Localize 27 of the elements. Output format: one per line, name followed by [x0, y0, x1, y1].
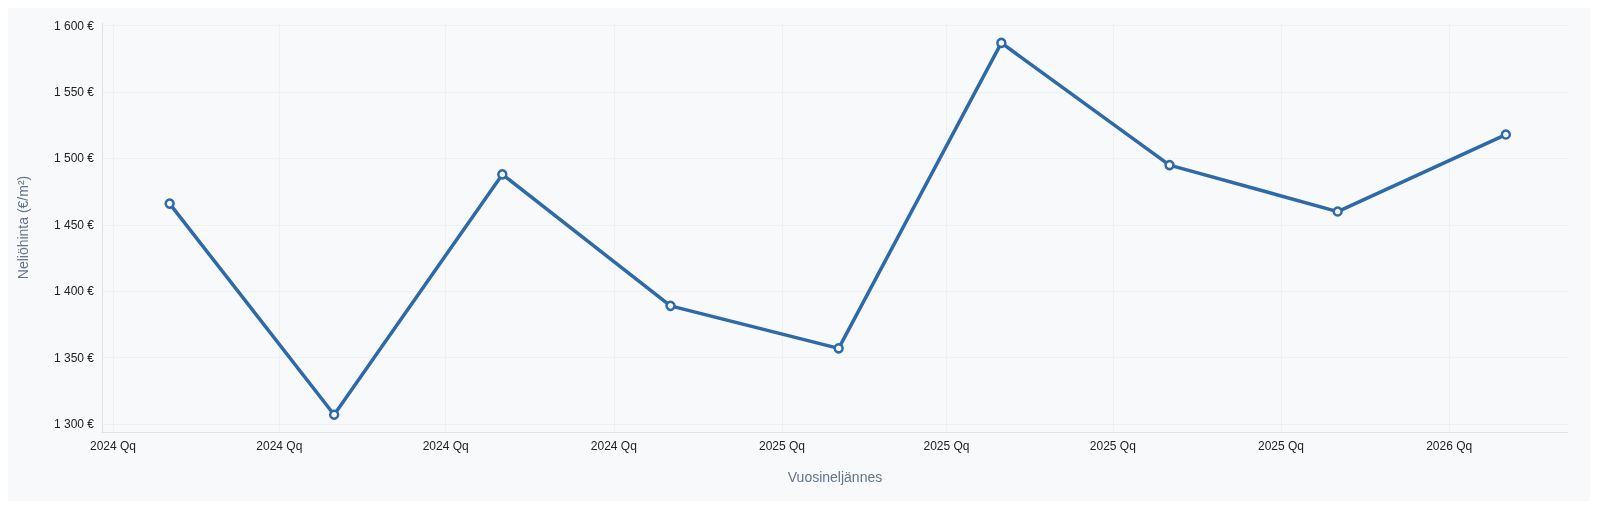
point — [164, 198, 175, 209]
x-tick-label: 2025 Qq — [758, 439, 806, 453]
x-tick-label: 2026 Qq — [1426, 439, 1473, 453]
x-tick-label: 2025 Qq — [1257, 439, 1305, 453]
x-tick-label: 2024 Qq — [256, 439, 303, 453]
point — [1164, 159, 1175, 171]
y-tick-label: 1 500 € — [53, 151, 95, 166]
y-axis-title: Neliöhinta (€/m²) — [15, 175, 31, 280]
x-axis-title: Vuosineljännes — [787, 469, 883, 485]
point — [1332, 206, 1343, 217]
x-tick-label: 2024 Qq — [422, 439, 469, 453]
x-tick-label: 2025 Qq — [1089, 439, 1136, 453]
y-tick-label: 1 550 € — [53, 85, 95, 100]
y-tick-label: 1 300 € — [53, 417, 95, 432]
x-tick-label: 2024 Qq — [590, 439, 637, 453]
point — [665, 300, 676, 312]
y-tick-label: 1 400 € — [53, 284, 95, 299]
point — [497, 169, 508, 180]
y-tick-label: 1 350 € — [53, 350, 95, 365]
point — [1500, 129, 1512, 140]
point — [328, 409, 340, 420]
point — [833, 343, 844, 354]
x-tick-label: 2025 Qq — [923, 439, 970, 453]
x-tick-label: 2024 Qq — [89, 439, 136, 453]
y-tick-label: 1 600 € — [53, 18, 95, 33]
point — [996, 37, 1007, 49]
y-tick-label: 1 450 € — [53, 217, 95, 232]
